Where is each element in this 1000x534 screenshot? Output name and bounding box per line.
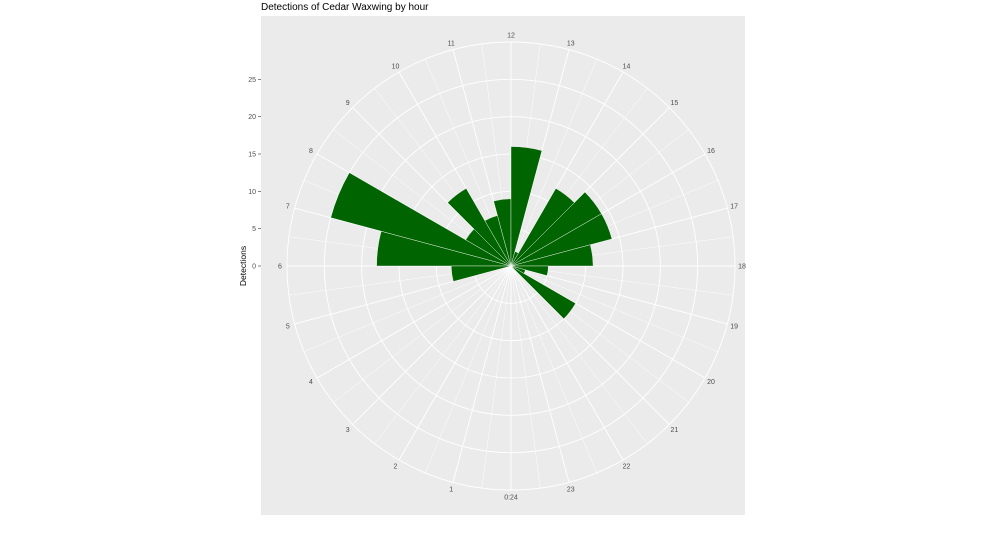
- y-axis-title: Detections: [238, 246, 248, 286]
- angle-tick-label: 0:24: [504, 495, 518, 502]
- grid-spoke-minor: [510, 58, 597, 267]
- bar-wedge: [510, 146, 543, 267]
- angle-tick-label: 17: [730, 204, 738, 211]
- y-tick-label: 10: [248, 189, 256, 196]
- angle-labels: 0:24123456789101112131415161718192021222…: [278, 33, 746, 502]
- bar-wedge: [510, 213, 613, 267]
- angle-tick-label: 9: [346, 100, 350, 107]
- bar-wedge: [510, 265, 576, 320]
- y-tick-label: 0: [252, 264, 256, 271]
- y-axis: 0 5 10 15 20 25: [248, 77, 261, 271]
- grid-spoke-minor: [481, 265, 512, 489]
- angle-tick-label: 22: [623, 464, 631, 471]
- angle-tick-label: 3: [346, 427, 350, 434]
- angle-tick-label: 8: [309, 148, 313, 155]
- angle-tick-label: 5: [286, 323, 290, 330]
- bar-wedge: [510, 244, 594, 267]
- bar-wedge: [330, 172, 512, 267]
- angle-tick-label: 7: [286, 204, 290, 211]
- y-tick-label: 5: [252, 226, 256, 233]
- angle-tick-label: 12: [507, 33, 515, 40]
- angle-tick-label: 16: [707, 148, 715, 155]
- grid-spoke-minor: [333, 265, 512, 403]
- angle-tick-label: 19: [730, 323, 738, 330]
- angle-tick-label: 21: [670, 427, 678, 434]
- grid-spoke-major: [510, 265, 624, 461]
- grid-spoke-minor: [510, 265, 648, 444]
- grid-spoke-minor: [510, 265, 597, 474]
- y-tick-label: 20: [248, 114, 256, 121]
- angle-tick-label: 23: [567, 487, 575, 494]
- bar-wedge: [447, 188, 512, 267]
- y-tick-label: 15: [248, 152, 256, 159]
- chart-title: Detections of Cedar Waxwing by hour: [261, 2, 429, 13]
- angle-tick-label: 18: [738, 264, 746, 271]
- grid-spoke-minor: [374, 265, 512, 444]
- angle-tick-label: 4: [309, 379, 313, 386]
- angle-tick-label: 11: [448, 40, 455, 47]
- angle-tick-label: 1: [449, 487, 453, 494]
- grid-spoke-minor: [510, 265, 719, 352]
- grid-spoke-major: [510, 265, 570, 483]
- angle-tick-label: 14: [623, 63, 631, 70]
- grid-spoke-minor: [510, 265, 541, 489]
- grid-spoke-minor: [425, 265, 512, 474]
- grid-spoke-major: [316, 265, 512, 379]
- angle-tick-label: 15: [670, 100, 678, 107]
- bar-layer: [330, 146, 613, 320]
- grid-spoke-major: [452, 265, 512, 483]
- grid-spoke-major: [398, 265, 512, 461]
- y-tick-label: 25: [248, 77, 256, 84]
- angle-tick-label: 10: [392, 63, 400, 70]
- angle-tick-label: 6: [278, 264, 282, 271]
- grid-spoke-major: [352, 265, 512, 425]
- angle-tick-label: 2: [394, 464, 398, 471]
- grid-spoke-minor: [303, 265, 512, 352]
- angle-tick-label: 13: [567, 40, 575, 47]
- angle-tick-label: 20: [707, 379, 715, 386]
- bar-wedge: [451, 265, 512, 282]
